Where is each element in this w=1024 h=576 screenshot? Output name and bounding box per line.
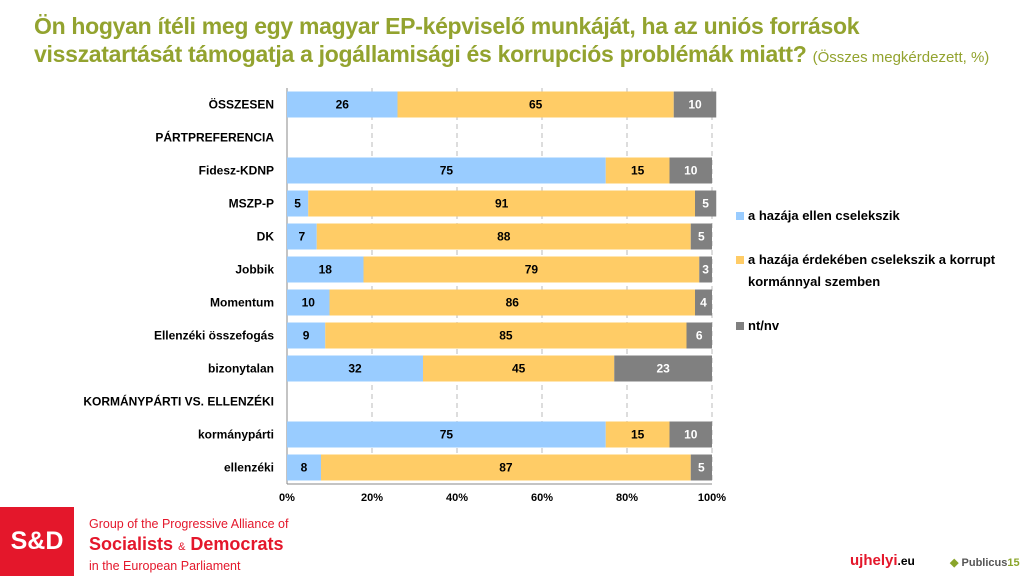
bar-segment (614, 355, 712, 382)
bar-segment (695, 190, 717, 217)
bar-segment (287, 355, 423, 382)
data-label: 10 (684, 164, 698, 178)
category-label: ÖSSZESEN (209, 97, 274, 112)
bar-segment (686, 322, 712, 349)
bar-segment (287, 91, 398, 118)
bar-segment (329, 289, 695, 316)
legend-item: a hazája érdekében cselekszik a korrupt … (736, 249, 1006, 293)
category-label: Jobbik (235, 263, 274, 277)
bar-segment (287, 190, 309, 217)
x-tick-label: 20% (361, 492, 383, 504)
data-label: 10 (688, 98, 702, 112)
legend-item: nt/nv (736, 315, 1006, 337)
data-label: 6 (696, 329, 703, 343)
data-label: 15 (631, 164, 645, 178)
org-line1: Group of the Progressive Alliance of (89, 517, 289, 531)
org-line3: in the European Parliament (89, 559, 241, 573)
bar-segment (699, 256, 712, 283)
data-label: 86 (506, 296, 520, 310)
chart-title: Ön hogyan ítéli meg egy magyar EP-képvis… (34, 12, 994, 72)
bar-segment (605, 421, 670, 448)
publicus-logo: ◆ Publicus15 (950, 557, 1020, 569)
legend-item: a hazája ellen cselekszik (736, 205, 1006, 227)
bar-segment (287, 157, 606, 184)
data-label: 87 (499, 461, 513, 475)
sd-group-text: Group of the Progressive Alliance of Soc… (89, 517, 289, 573)
data-label: 65 (529, 98, 543, 112)
bar-segment (308, 190, 695, 217)
category-label: PÁRTPREFERENCIA (155, 130, 274, 145)
data-label: 10 (302, 296, 316, 310)
data-label: 45 (512, 362, 526, 376)
ujhelyi-logo: ujhelyi.eu (850, 552, 915, 569)
bar-segment (673, 91, 717, 118)
bar-segment (605, 157, 670, 184)
bar-segment (316, 223, 691, 250)
data-label: 91 (495, 197, 509, 211)
data-label: 75 (440, 428, 454, 442)
data-label: 79 (525, 263, 539, 277)
bar-segment (287, 454, 321, 481)
legend-swatch (736, 322, 744, 330)
data-label: 8 (301, 461, 308, 475)
data-label: 7 (299, 230, 306, 244)
title-sub: (Összes megkérdezett, %) (812, 49, 990, 66)
data-label: 5 (294, 197, 301, 211)
data-label: 4 (700, 296, 707, 310)
category-label: Ellenzéki összefogás (154, 329, 274, 343)
bar-segment (321, 454, 691, 481)
data-label: 5 (698, 230, 705, 244)
category-label: Momentum (210, 296, 274, 310)
bar-segment (287, 223, 317, 250)
category-label: bizonytalan (208, 362, 274, 376)
sd-logo: S&D (0, 507, 74, 576)
x-tick-label: 0% (279, 492, 295, 504)
bar-segment (287, 289, 330, 316)
category-label: kormánypárti (198, 428, 274, 442)
data-label: 18 (319, 263, 333, 277)
bar-segment (363, 256, 700, 283)
category-label: ellenzéki (224, 461, 274, 475)
data-label: 75 (440, 164, 454, 178)
bar-segment (287, 322, 326, 349)
category-label: Fidesz-KDNP (199, 164, 274, 178)
bar-segment (695, 289, 712, 316)
bar-segment (397, 91, 674, 118)
bar-segment (690, 223, 712, 250)
data-label: 26 (336, 98, 350, 112)
legend-swatch (736, 256, 744, 264)
x-tick-label: 80% (616, 492, 638, 504)
data-label: 5 (702, 197, 709, 211)
title-main: Ön hogyan ítéli meg egy magyar EP-képvis… (34, 13, 860, 67)
category-label: KORMÁNYPÁRTI VS. ELLENZÉKI (83, 394, 274, 409)
bar-segment (423, 355, 615, 382)
data-label: 85 (499, 329, 513, 343)
data-label: 23 (656, 362, 670, 376)
legend-label: a hazája érdekében cselekszik a korrupt … (748, 252, 996, 289)
data-label: 32 (348, 362, 362, 376)
bar-segment (690, 454, 712, 481)
data-label: 3 (702, 263, 709, 277)
bar-segment (669, 157, 712, 184)
legend: a hazája ellen cselekszik a hazája érdeké… (736, 205, 1006, 359)
x-tick-label: 60% (531, 492, 553, 504)
bar-segment (287, 256, 364, 283)
data-label: 88 (497, 230, 511, 244)
x-tick-label: 40% (446, 492, 468, 504)
data-label: 15 (631, 428, 645, 442)
bar-segment (287, 421, 606, 448)
legend-swatch (736, 212, 744, 220)
bar-segment (669, 421, 712, 448)
x-tick-label: 100% (698, 492, 726, 504)
category-label: MSZP-P (229, 197, 274, 211)
data-label: 9 (303, 329, 310, 343)
legend-label: a hazája ellen cselekszik (748, 208, 900, 223)
legend-label: nt/nv (748, 318, 780, 333)
category-label: DK (257, 230, 275, 244)
bar-segment (325, 322, 687, 349)
data-label: 10 (684, 428, 698, 442)
data-label: 5 (698, 461, 705, 475)
